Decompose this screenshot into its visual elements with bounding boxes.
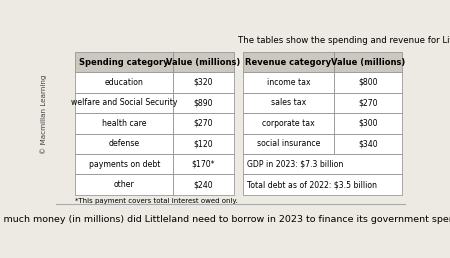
Bar [243,52,334,72]
Text: Value (millions): Value (millions) [166,58,241,67]
Bar [334,93,401,113]
Text: social insurance: social insurance [257,139,320,148]
Bar [243,113,334,134]
Text: GDP in 2023: $7.3 billion: GDP in 2023: $7.3 billion [247,160,343,169]
Text: $320: $320 [194,78,213,87]
Text: *This payment covers total interest owed only.: *This payment covers total interest owed… [76,198,238,204]
Text: health care: health care [102,119,147,128]
Text: other: other [114,180,135,189]
Bar [173,154,234,174]
Text: $120: $120 [194,139,213,148]
Text: $270: $270 [358,98,378,107]
Bar [173,134,234,154]
Text: $240: $240 [194,180,213,189]
Text: defense: defense [108,139,140,148]
Text: Revenue category: Revenue category [245,58,332,67]
Text: The tables show the spending and revenue for Littleland in 2023. Use the tables : The tables show the spending and revenue… [238,36,450,45]
Text: $890: $890 [194,98,213,107]
Text: corporate tax: corporate tax [262,119,315,128]
Text: © Macmillan Learning: © Macmillan Learning [40,75,47,154]
Text: $170*: $170* [192,160,215,169]
Bar [76,72,173,93]
Text: How much money (in millions) did Littleland need to borrow in 2023 to finance it: How much money (in millions) did Littlel… [0,215,450,224]
Bar [76,52,173,72]
Bar [173,93,234,113]
Bar [76,174,173,195]
Text: Spending category: Spending category [79,58,169,67]
Bar [334,113,401,134]
Bar [334,134,401,154]
Bar [243,174,401,195]
Bar [76,154,173,174]
Bar [76,134,173,154]
Bar [173,52,234,72]
Text: $340: $340 [358,139,378,148]
Text: payments on debt: payments on debt [89,160,160,169]
Text: sales tax: sales tax [271,98,306,107]
Bar [334,72,401,93]
Text: $270: $270 [194,119,213,128]
Text: welfare and Social Security: welfare and Social Security [71,98,177,107]
Text: $800: $800 [358,78,378,87]
Text: Total debt as of 2022: $3.5 billion: Total debt as of 2022: $3.5 billion [247,180,377,189]
Bar [334,52,401,72]
Bar [243,72,334,93]
Bar [243,93,334,113]
Text: $300: $300 [358,119,378,128]
Text: Value (millions): Value (millions) [331,58,405,67]
Bar [173,72,234,93]
Text: education: education [105,78,144,87]
Bar [76,93,173,113]
Bar [173,174,234,195]
Text: income tax: income tax [267,78,310,87]
Bar [243,134,334,154]
Bar [243,154,401,174]
Bar [173,113,234,134]
Bar [76,113,173,134]
